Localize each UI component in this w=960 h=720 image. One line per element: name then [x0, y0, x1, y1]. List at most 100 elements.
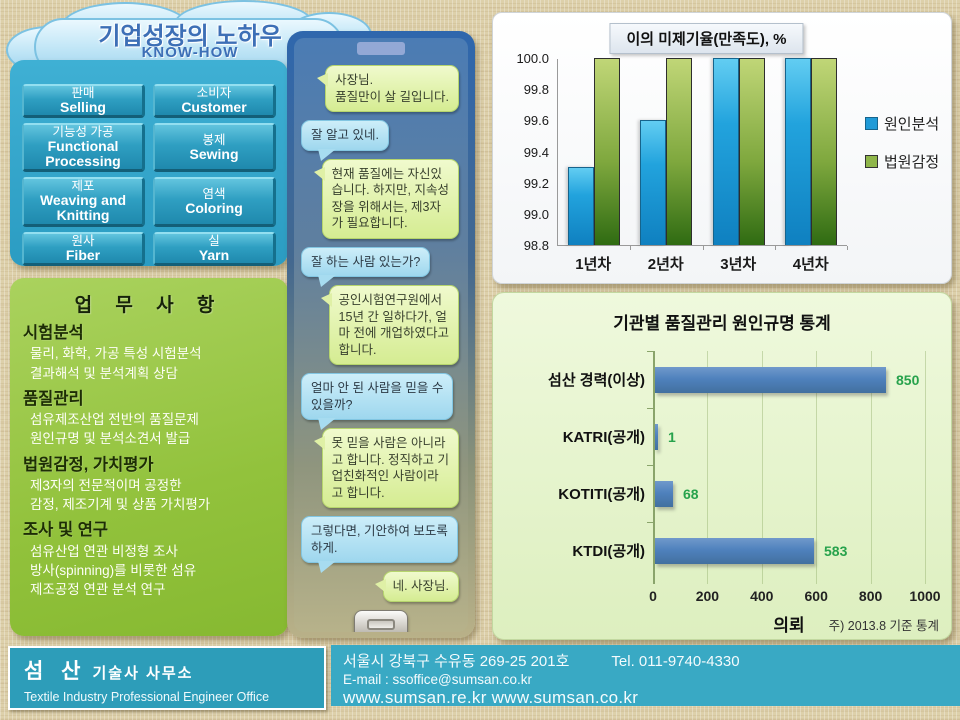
footer-address-line: 서울시 강북구 수유동 269-25 201호 Tel. 011-9740-433… — [343, 650, 960, 671]
bubble-tail — [313, 166, 325, 181]
service-detail-line: 감정, 제조기계 및 상품 가치평가 — [30, 497, 211, 513]
chart1-y-tick-label: 99.8 — [523, 82, 549, 98]
footer-websites[interactable]: www.sumsan.re.kr www.sumsan.co.kr — [343, 688, 639, 707]
chart2-value-label: 583 — [824, 542, 848, 559]
process-box-label-en: Yarn — [198, 246, 230, 263]
process-box-label-en: Sewing — [189, 145, 239, 162]
legend-label: 법원감정 — [884, 154, 940, 171]
chart1-title: 이의 미제기율(만족도), % — [609, 23, 804, 54]
legend-swatch-icon — [865, 117, 878, 130]
process-box-label-ko: 실 — [208, 233, 220, 248]
process-box-label-ko: 원사 — [71, 233, 95, 248]
services-panel: 업 무 사 항 시험분석 물리, 화학, 가공 특성 시험분석 결과해석 및 분석계… — [10, 278, 288, 636]
process-box-3: 기능성 가공 Functional Processing — [22, 123, 145, 173]
chat-message-text: 공인시험연구원에서 15년 간 일하다가, 얼 마 전에 개업하였다고 합니다. — [338, 293, 449, 357]
slide-title: 기업성장의 노하우 — [98, 23, 282, 50]
chart1-plot-area — [557, 58, 848, 250]
chart1-bar-법원감정-1년차 — [594, 58, 621, 245]
bubble-tail — [313, 436, 325, 450]
satisfaction-chart-panel: 이의 미제기율(만족도), % 98.8 99.0 99.2 99.4 99.6 99.8… — [492, 12, 952, 284]
chat-bubble-boss: 잘 알고 있네. — [301, 120, 389, 161]
chat-conversation: 사장님. 품질만이 살 길입니다. 잘 알고 있네. 현재 품질에는 자신있 습니다… — [301, 65, 461, 602]
chart1-bar-원인분석-3년차 — [712, 58, 739, 245]
service-detail-line: 섬유제조산업 전반의 품질문제 — [30, 412, 199, 428]
legend-swatch-icon — [865, 155, 878, 168]
service-detail-line: 제조공정 연관 분석 연구 — [30, 582, 166, 597]
institution-chart-panel: 기관별 품질관리 원인규명 통계 의뢰 주) 2013.8 기준 통계 0 200… — [492, 292, 952, 640]
chart1-bar-원인분석-2년차 — [640, 120, 667, 245]
chart2-gridline — [816, 351, 818, 584]
phone-speaker — [357, 42, 405, 55]
chart2-category-label: KATRI(공개) — [562, 429, 645, 446]
chart2-category-label: 섬산 경력(이상) — [548, 372, 645, 389]
service-detail-line: 제3자의 전문적이며 공정한 — [30, 477, 182, 493]
chart1-bar-group — [630, 58, 702, 245]
chart2-bar-KTDI(공개) — [655, 538, 814, 564]
home-button-glyph — [367, 619, 395, 630]
process-box-label-en: Selling — [60, 99, 106, 115]
chart2-gridline — [925, 351, 926, 584]
service-heading: 조사 및 연구 — [23, 521, 109, 540]
chart1-legend-item: 법원감정 — [865, 151, 939, 172]
chart1-axis-tick — [847, 246, 848, 250]
chart2-x-tick-label: 400 — [750, 588, 774, 604]
process-box-label-en: Fiber — [65, 246, 101, 263]
chart1-axis-tick — [774, 246, 776, 250]
process-box-label-ko: 판매 — [71, 86, 95, 100]
bubble-tail — [374, 579, 386, 593]
chart2-value-label: 1 — [668, 428, 676, 445]
chat-message-text: 네. 사장님. — [392, 579, 449, 593]
chat-message-text: 사장님. 품질만이 살 길입니다. — [335, 73, 449, 104]
chart2-category-label: KTDI(공개) — [572, 543, 645, 560]
process-box-label-ko: 소비자 — [196, 86, 232, 100]
chart1-bar-원인분석-4년차 — [784, 58, 811, 245]
service-detail-line: 섬유산업 연관 비정형 조사 — [30, 543, 178, 559]
chart1-legend-item: 원인분석 — [865, 113, 939, 134]
footer-email[interactable]: E-mail : ssoffice@sumsan.co.kr — [343, 672, 533, 687]
process-grid: 판매 Selling 소비자 Customer 기능성 가공 Functional Pro… — [22, 84, 276, 266]
org-name-ko: 섬 산 — [24, 660, 87, 683]
bubble-tail — [318, 561, 336, 573]
chart1-axis-tick — [702, 246, 704, 250]
chart1-bar-group — [775, 58, 847, 245]
chart2-gridline — [707, 351, 709, 584]
bubble-tail — [317, 73, 329, 87]
process-box-7: 원사 Fiber — [22, 231, 145, 266]
service-heading: 품질관리 — [23, 389, 84, 408]
footer-org-name-en: Textile Industry Professional Engineer O… — [24, 690, 270, 704]
bubble-tail — [318, 148, 336, 161]
chart2-x-tick-label: 1000 — [909, 588, 941, 604]
process-box-8: 실 Yarn — [153, 231, 276, 266]
chat-bubble-boss: 얼마 안 된 사람을 믿을 수 있을까? — [301, 373, 454, 430]
chart2-gridline — [761, 351, 763, 584]
chart1-bar-원인분석-1년차 — [568, 167, 595, 245]
chart2-x-tick-label: 800 — [858, 588, 883, 604]
footer-org-name: 섬 산 기술사 사무소 — [24, 655, 310, 685]
chart2-bar-섬산 경력(이상) — [655, 367, 886, 393]
chart2-value-label: 850 — [896, 371, 920, 388]
chart2-bar-KATRI(공개) — [655, 424, 658, 450]
process-box-label-en: Functional Processing — [45, 138, 121, 170]
phone-home-button[interactable] — [354, 609, 408, 632]
chat-bubble-boss: 잘 하는 사람 있는가? — [301, 246, 431, 287]
service-detail-line: 결과해석 및 분석계획 상담 — [30, 365, 178, 381]
chart1-axis-tick — [630, 246, 632, 250]
chart1-bar-group — [558, 58, 630, 245]
chat-message-text: 못 믿을 사람은 아니라 고 합니다. 정직하고 기 업친화적인 사람이라 고 … — [331, 436, 449, 500]
phone-screen: 사장님. 품질만이 살 길입니다. 잘 알고 있네. 현재 품질에는 자신있 습니다… — [294, 38, 468, 632]
services-title: 업 무 사 항 — [74, 295, 224, 316]
chat-bubble-staff: 사장님. 품질만이 살 길입니다. — [317, 65, 459, 112]
chart2-footnote: 주) 2013.8 기준 통계 — [828, 619, 939, 633]
slide-subtitle: KNOW-HOW — [141, 44, 239, 61]
chart1-y-tick-label: 99.0 — [523, 206, 549, 222]
chart1-bar-group — [703, 58, 775, 245]
chart1-y-tick-label: 99.4 — [523, 144, 549, 160]
chat-message-text: 그렇다면, 기안하여 보도록 하게. — [311, 524, 448, 555]
chart1-x-tick-label: 2년차 — [647, 256, 684, 273]
footer-band: 서울시 강북구 수유동 269-25 201호 Tel. 011-9740-433… — [331, 645, 960, 707]
chat-message-text: 현재 품질에는 자신있 습니다. 하지만, 지속성 장을 위해서는, 제3자 가… — [331, 166, 449, 231]
footer-telephone: Tel. 011-9740-4330 — [611, 653, 740, 670]
org-type-ko: 기술사 사무소 — [92, 665, 194, 682]
footer-org-box: 섬 산 기술사 사무소 Textile Industry Professional… — [8, 646, 326, 710]
